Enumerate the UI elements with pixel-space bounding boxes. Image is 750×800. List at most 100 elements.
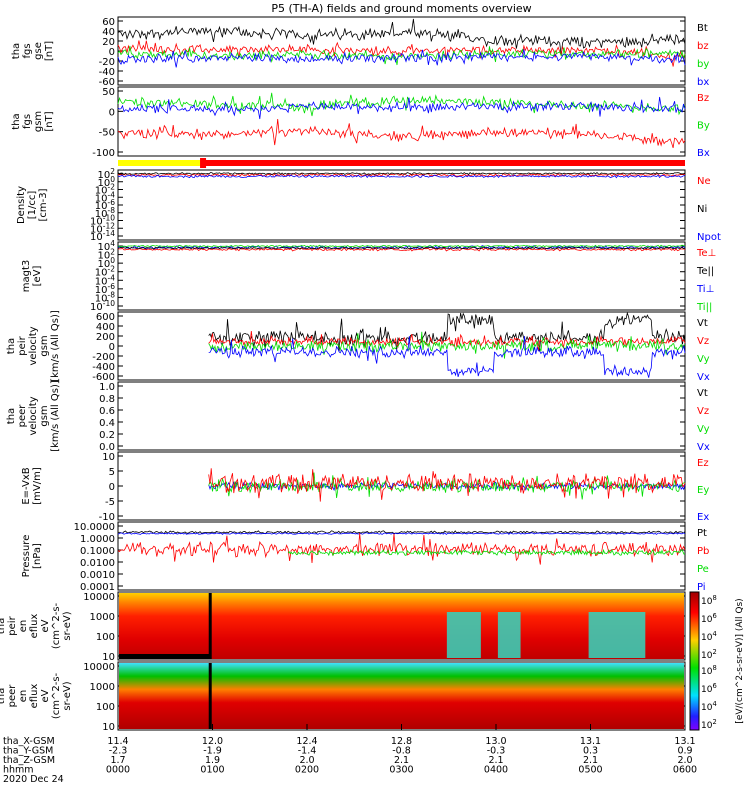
peir_eflux-ylabel: peir [7, 615, 18, 635]
peir_eflux-ylabel: tha [0, 618, 7, 634]
fgs_gsm-ylabel: gsm [33, 111, 44, 132]
peir_velocity-series-Vy [208, 331, 685, 359]
peir_eflux-spectrogram-patch [588, 612, 646, 658]
x-row-value: 1.7 [110, 755, 125, 766]
x-row-value: 12.0 [202, 736, 223, 747]
pressure-frame [117, 521, 686, 591]
efield-legend-Ey: Ey [697, 485, 709, 496]
density-ylabel: [cm-3] [38, 188, 49, 221]
fgs-ylabel: [nT] [44, 41, 55, 61]
peer_eflux-spectrogram [119, 663, 684, 729]
efield-ylabel: [mV/m] [32, 467, 43, 505]
fgs_gsm-frame [117, 86, 686, 157]
density-ytick-label: 10-10 [90, 214, 115, 228]
fgs-ylabel: gse [33, 42, 44, 60]
x-row-value: 2.1 [488, 755, 503, 766]
peer_eflux-ylabel: (cm^2-s- [51, 672, 62, 719]
x-row-value: 0100 [200, 765, 224, 776]
pressure-series-Pe [287, 548, 686, 557]
temperature-ylabel: magt3 [21, 260, 32, 293]
x-row-value: 2.0 [677, 755, 692, 766]
x-row-value: -0.8 [392, 746, 411, 757]
peer_eflux-ylabel: eflux [29, 684, 40, 709]
fgs-series-bz [117, 40, 686, 67]
fgs-series-bx [117, 49, 686, 68]
peir_eflux-ytick-label: 10 [102, 652, 115, 663]
pressure-series-Pb [117, 532, 686, 565]
density-series-Ne [117, 172, 686, 177]
peir_velocity-frame [117, 311, 686, 381]
pressure-series-Pi [117, 532, 686, 536]
fgs_gsm-legend-By: By [697, 121, 710, 132]
peer_velocity-ytick-label: 0.0 [99, 442, 115, 453]
efield-ylabel: E=-VxB [21, 467, 32, 504]
peer_velocity-ytick-label: 0.6 [99, 406, 115, 417]
fgs_gsm-ytick-label: -50 [99, 128, 115, 139]
pressure-ylabel: Pressure [21, 535, 32, 578]
fgs_gsm-legend-Bx: Bx [697, 148, 710, 159]
fgs-ylabel: tha [11, 43, 22, 59]
peer_velocity-ylabel: peer [17, 404, 28, 428]
pressure-legend-Pi: Pi [697, 582, 706, 593]
x-row-value: 13.1 [674, 736, 695, 747]
x-row-value: 0000 [106, 765, 130, 776]
peir_eflux-spectrogram-patch [497, 612, 521, 658]
x-row-value: -1.9 [203, 746, 222, 757]
peir_eflux-ytick-label: 10000 [83, 592, 115, 603]
temperature-legend-Ti||: Ti|| [696, 302, 712, 313]
density-legend-Npot: Npot [697, 232, 721, 243]
x-row-value: 0300 [389, 765, 413, 776]
peer_velocity-ytick-label: 1.0 [99, 382, 115, 393]
peer_velocity-ylabel: [km/s (All Qs)] [50, 380, 61, 452]
peir_eflux-frame [117, 591, 686, 661]
date-label: 2020 Dec 24 [3, 774, 64, 785]
x-row-value: 12.8 [391, 736, 412, 747]
temperature-series-Tel [117, 246, 686, 250]
chart-title: P5 (TH-A) fields and ground moments over… [271, 2, 531, 15]
temperature-series-Te [117, 247, 686, 252]
temperature-ytick-label: 104 [97, 239, 115, 253]
x-row-value: 2.0 [299, 755, 314, 766]
temperature-legend-Te⊥: Te⊥ [696, 248, 716, 259]
fgs-legend-bz: bz [697, 41, 709, 52]
peer_velocity-ytick-label: 0.8 [99, 394, 115, 405]
efield-ytick-label: 10 [102, 452, 115, 463]
fgs_gsm-ytick-label: 0 [109, 107, 115, 118]
efield-ytick-label: 5 [109, 467, 115, 478]
peir_velocity-ylabel: gsm [39, 335, 50, 356]
peer_velocity-ytick-label: 0.2 [99, 430, 115, 441]
pressure-legend-Pb: Pb [697, 546, 709, 557]
peir_eflux-gap-marker [208, 593, 212, 659]
x-row-label: tha_Y-GSM [3, 746, 53, 757]
peir_eflux-ylabel: eflux [29, 614, 40, 639]
peer_eflux-ylabel: peer [7, 684, 18, 708]
temperature-legend-Te||: Te|| [696, 266, 714, 277]
x-row-value: 11.4 [107, 736, 128, 747]
fgs_gsm-ytick-label: -100 [92, 148, 115, 159]
efield-ytick-label: -10 [99, 512, 115, 523]
density-series-Ni [117, 172, 686, 176]
peir_eflux-spectrogram-patch [446, 612, 481, 658]
colorbar [689, 591, 700, 731]
peir_velocity-series-Vx [208, 335, 686, 378]
peer_eflux-gap-marker [208, 663, 212, 729]
pressure-ytick-label: 0.1000 [80, 546, 115, 557]
peer_velocity-ylabel: tha [6, 408, 17, 424]
fgs-ytick-label: 40 [102, 27, 115, 38]
efield-series-Ey [208, 472, 686, 500]
density-legend-Ne: Ne [697, 176, 711, 187]
density-ytick-label: 100 [97, 175, 115, 189]
peir_eflux-ytick-label: 100 [96, 632, 115, 643]
x-row-value: 1.9 [205, 755, 220, 766]
pressure-ylabel: [nPa] [32, 543, 43, 569]
x-row-label: hhmm [3, 765, 34, 776]
pressure-ytick-label: 1.0000 [80, 534, 115, 545]
x-row-value: 2.1 [583, 755, 598, 766]
fgs-ytick-label: -20 [99, 57, 115, 68]
fgs-ytick-label: 60 [102, 17, 115, 28]
x-row-value: 13.0 [485, 736, 506, 747]
peer_eflux-ytick-label: 10 [102, 722, 115, 733]
efield-series-Ez [208, 468, 686, 502]
fgs_gsm-ytick-label: 50 [102, 87, 115, 98]
